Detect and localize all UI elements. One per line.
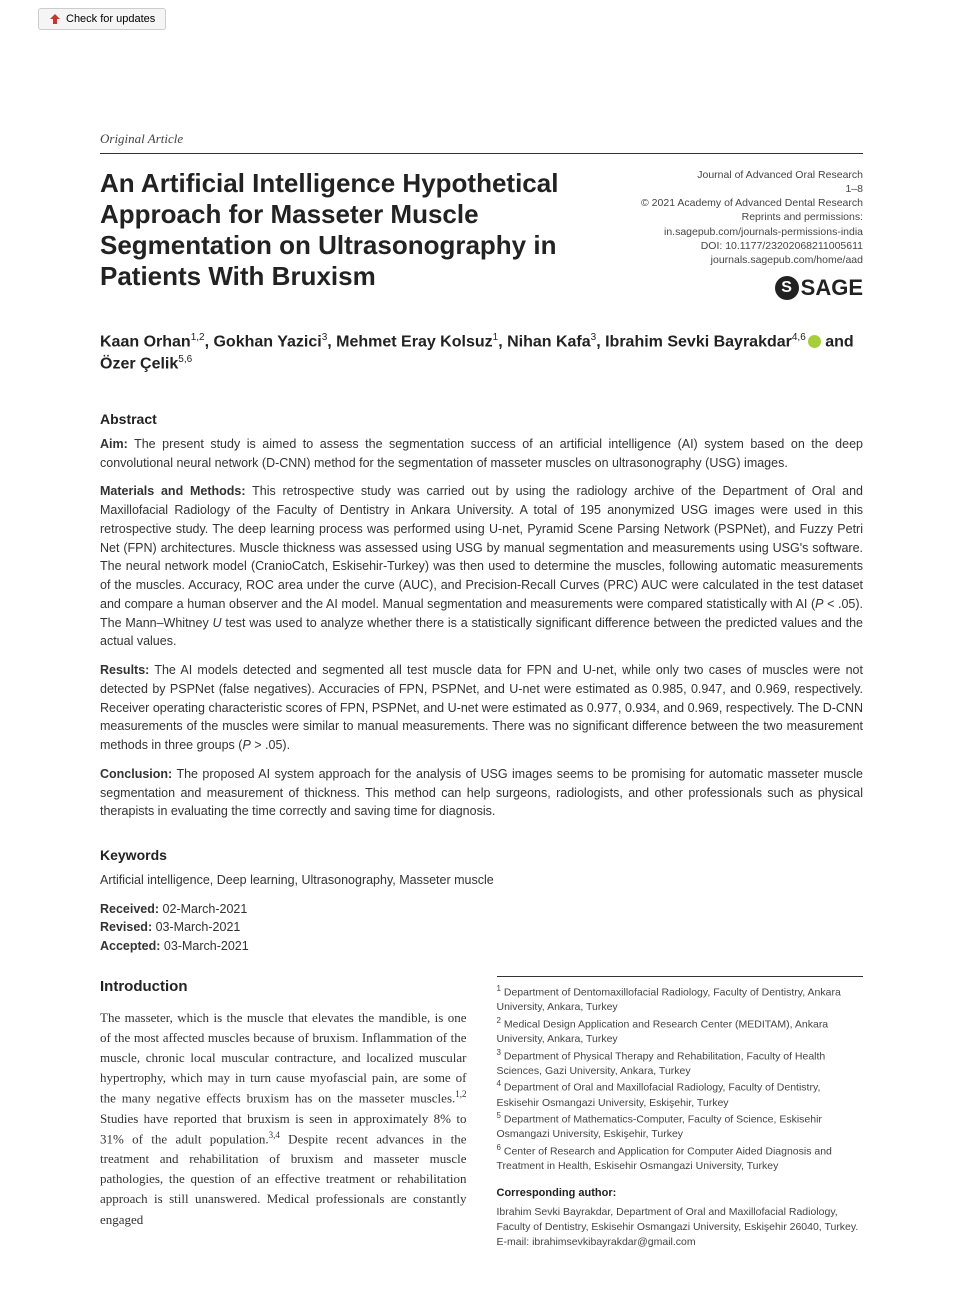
- journal-copyright: © 2021 Academy of Advanced Dental Resear…: [641, 196, 863, 210]
- affiliation-item: 1 Department of Dentomaxillofacial Radio…: [497, 983, 864, 1015]
- affiliations: 1 Department of Dentomaxillofacial Radio…: [497, 983, 864, 1174]
- article-title: An Artificial Intelligence Hypothetical …: [100, 168, 590, 293]
- check-updates-label: Check for updates: [66, 13, 155, 25]
- check-updates-button[interactable]: Check for updates: [38, 8, 166, 30]
- affiliation-item: 5 Department of Mathematics-Computer, Fa…: [497, 1110, 864, 1142]
- journal-reprints: Reprints and permissions:: [641, 210, 863, 224]
- affiliation-item: 2 Medical Design Application and Researc…: [497, 1015, 864, 1047]
- update-icon: [49, 13, 61, 25]
- abstract-aim: Aim: The present study is aimed to asses…: [100, 435, 863, 473]
- abstract-results: Results: The AI models detected and segm…: [100, 661, 863, 755]
- two-column-layout: Introduction The masseter, which is the …: [100, 976, 863, 1251]
- affiliations-divider: [497, 976, 864, 977]
- introduction-heading: Introduction: [100, 976, 467, 998]
- journal-home-url: journals.sagepub.com/home/aad: [641, 253, 863, 267]
- sage-text: SAGE: [801, 273, 863, 303]
- accepted-label: Accepted:: [100, 939, 160, 953]
- keywords: Artificial intelligence, Deep learning, …: [100, 871, 863, 889]
- introduction-text: The masseter, which is the muscle that e…: [100, 1008, 467, 1230]
- right-column: 1 Department of Dentomaxillofacial Radio…: [497, 976, 864, 1251]
- affiliation-item: 4 Department of Oral and Maxillofacial R…: [497, 1078, 864, 1110]
- abstract-conclusion: Conclusion: The proposed AI system appro…: [100, 765, 863, 821]
- journal-name: Journal of Advanced Oral Research: [641, 168, 863, 182]
- revised-label: Revised:: [100, 920, 152, 934]
- header-divider: [100, 153, 863, 154]
- sage-logo: SSAGE: [641, 273, 863, 303]
- email-label: E-mail:: [497, 1236, 530, 1248]
- journal-pages: 1–8: [641, 182, 863, 196]
- left-column: Introduction The masseter, which is the …: [100, 976, 467, 1251]
- dates: Received: 02-March-2021 Revised: 03-Marc…: [100, 900, 863, 956]
- abstract-methods: Materials and Methods: This retrospectiv…: [100, 482, 863, 651]
- journal-reprints-url: in.sagepub.com/journals-permissions-indi…: [641, 225, 863, 239]
- header-row: An Artificial Intelligence Hypothetical …: [100, 168, 863, 303]
- received-label: Received:: [100, 902, 159, 916]
- email-value: ibrahimsevkibayrakdar@gmail.com: [532, 1236, 696, 1248]
- accepted-date: 03-March-2021: [164, 939, 249, 953]
- journal-meta: Journal of Advanced Oral Research 1–8 © …: [641, 168, 863, 303]
- article-type: Original Article: [100, 130, 863, 153]
- corresponding-heading: Corresponding author:: [497, 1186, 864, 1202]
- affiliation-item: 3 Department of Physical Therapy and Reh…: [497, 1047, 864, 1079]
- journal-doi: DOI: 10.1177/23202068211005611: [641, 239, 863, 253]
- received-date: 02-March-2021: [163, 902, 248, 916]
- affiliation-item: 6 Center of Research and Application for…: [497, 1142, 864, 1174]
- authors: Kaan Orhan1,2, Gokhan Yazici3, Mehmet Er…: [100, 331, 863, 375]
- keywords-heading: Keywords: [100, 845, 863, 865]
- corresponding-email: E-mail: ibrahimsevkibayrakdar@gmail.com: [497, 1235, 864, 1250]
- revised-date: 03-March-2021: [156, 920, 241, 934]
- sage-s-icon: S: [775, 276, 799, 300]
- abstract-heading: Abstract: [100, 409, 863, 429]
- corresponding-text: Ibrahim Sevki Bayrakdar, Department of O…: [497, 1205, 864, 1235]
- article-page: Original Article An Artificial Intellige…: [0, 0, 963, 1291]
